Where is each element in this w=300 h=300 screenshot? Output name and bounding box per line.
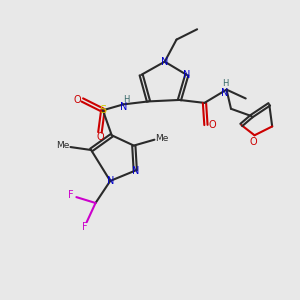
Text: O: O xyxy=(249,137,257,147)
Text: Me: Me xyxy=(56,141,70,150)
Text: N: N xyxy=(161,57,168,67)
Text: O: O xyxy=(73,95,81,105)
Text: H: H xyxy=(222,79,228,88)
Text: N: N xyxy=(221,88,229,98)
Text: F: F xyxy=(82,222,88,233)
Text: S: S xyxy=(99,105,106,115)
Text: N: N xyxy=(106,176,114,186)
Text: F: F xyxy=(68,190,73,200)
Text: N: N xyxy=(132,166,139,176)
Text: N: N xyxy=(120,102,127,112)
Text: Me: Me xyxy=(155,134,169,143)
Text: O: O xyxy=(96,132,104,142)
Text: N: N xyxy=(183,70,190,80)
Text: H: H xyxy=(123,94,129,103)
Text: O: O xyxy=(208,120,216,130)
